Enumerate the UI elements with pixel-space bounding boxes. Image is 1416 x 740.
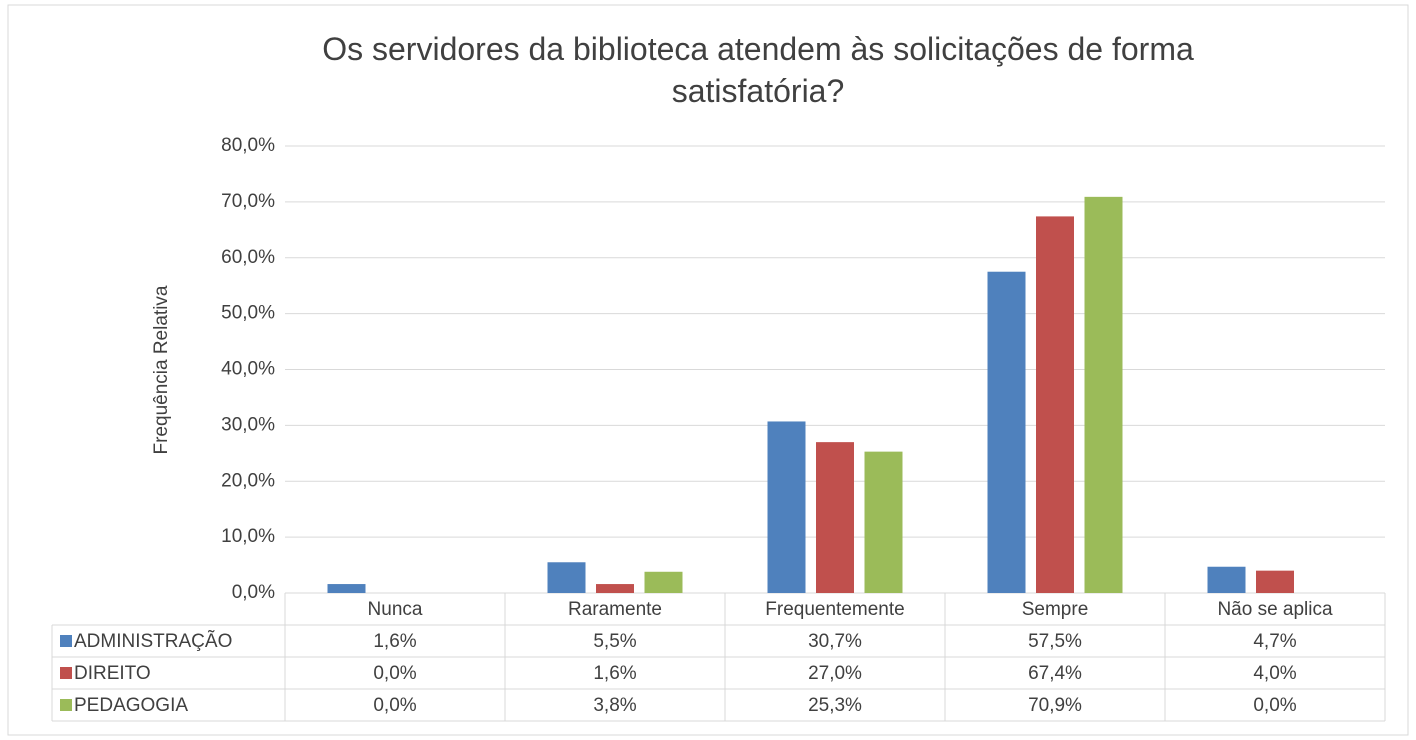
y-tick-label: 50,0% [221,303,275,324]
legend-label: PEDAGOGIA [74,695,188,716]
y-tick-label: 40,0% [221,359,275,380]
bar [644,571,683,593]
legend-swatch [60,699,72,711]
bar [767,421,806,593]
y-tick-label: 0,0% [232,582,275,603]
table-value: 1,6% [373,631,416,652]
bar [864,451,903,593]
table-value: 4,0% [1253,663,1296,684]
table-value: 27,0% [808,663,862,684]
x-tick-label: Raramente [568,599,662,620]
legend-swatch [60,667,72,679]
chart-title: Os servidores da biblioteca atendem às s… [322,31,1194,109]
bar [1207,566,1246,593]
table-value: 5,5% [593,631,636,652]
table-value: 25,3% [808,695,862,716]
x-tick-label: Nunca [368,599,423,620]
bar [816,442,854,593]
bar [1036,216,1074,593]
bar [1084,196,1123,593]
table-value: 0,0% [373,695,416,716]
y-tick-label: 30,0% [221,414,275,435]
x-tick-label: Não se aplica [1217,599,1333,620]
table-value: 0,0% [1253,695,1296,716]
legend-label: DIREITO [74,663,151,684]
y-tick-label: 20,0% [221,470,275,491]
y-tick-label: 80,0% [221,135,275,156]
table-value: 4,7% [1253,631,1296,652]
bar [327,584,366,593]
table-value: 1,6% [593,663,636,684]
y-axis-label: Frequência Relativa [151,285,172,454]
table-value: 0,0% [373,663,416,684]
y-tick-label: 60,0% [221,247,275,268]
y-tick-label: 70,0% [221,191,275,212]
bar [1256,570,1294,593]
table-value: 3,8% [593,695,636,716]
bar [987,271,1026,593]
table-value: 70,9% [1028,695,1082,716]
table-value: 57,5% [1028,631,1082,652]
table-value: 30,7% [808,631,862,652]
table-value: 67,4% [1028,663,1082,684]
bar [596,584,634,593]
bar [547,562,586,593]
legend-label: ADMINISTRAÇÃO [74,630,232,652]
legend-swatch [60,635,72,647]
x-tick-label: Frequentemente [765,599,904,620]
x-tick-label: Sempre [1022,599,1089,620]
y-tick-label: 10,0% [221,526,275,547]
